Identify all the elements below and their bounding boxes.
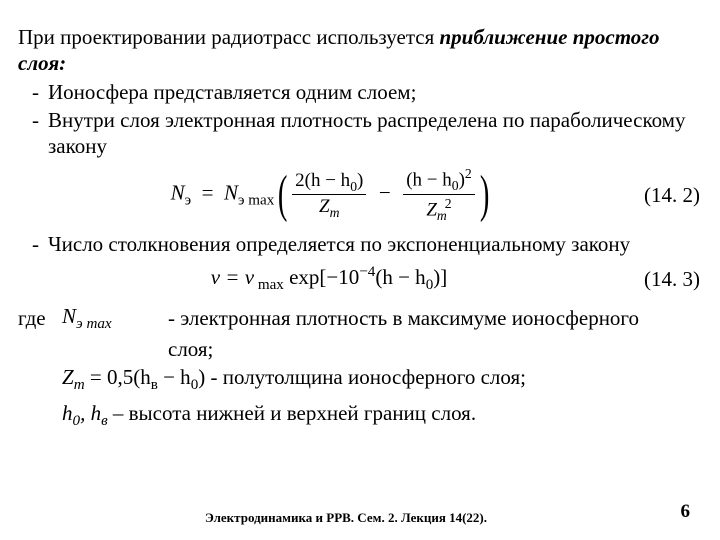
eq-sub: в (151, 378, 158, 394)
intro-lead: При проектировании радиотрасс использует… (18, 25, 440, 49)
eq-text: − h (158, 365, 191, 389)
where-line: Zm = 0,5(hв − h0) - полутолщина ионосфер… (62, 364, 702, 395)
where-symbol: Nэ max (62, 303, 168, 334)
eq-sub: 0 (452, 178, 459, 193)
where-text: - полутолщина ионосферного слоя; (205, 365, 526, 389)
bullet-text: Ионосфера представляется одним слоем; (48, 80, 416, 104)
where-text-cont: слоя; (18, 336, 702, 362)
intro-paragraph: При проектировании радиотрасс использует… (18, 24, 702, 77)
list-item: Ионосфера представляется одним слоем; (32, 79, 702, 105)
where-row-2: Zm = 0,5(hв − h0) - полутолщина ионосфер… (18, 364, 702, 395)
frac-num: (h − h (406, 170, 452, 191)
eq-sym: Z (62, 365, 74, 389)
frac-num: 2(h − h (295, 170, 350, 191)
eq-sub: m (74, 378, 85, 394)
paren-right: ) (480, 169, 490, 221)
eq-text: )] (433, 265, 447, 289)
bullet-text: Число столкновения определяется по экспо… (48, 232, 630, 256)
eq-sub: 0 (350, 178, 357, 193)
equation-body: ν = ν max exp[−10−4(h − h0)] (18, 263, 640, 295)
eq-sub: max (254, 277, 284, 293)
bullet-list-top: Ионосфера представляется одним слоем; Вн… (18, 79, 702, 160)
eq-sub: 0 (73, 413, 81, 429)
eq-sym: N (224, 181, 238, 205)
where-row-1: где Nэ max - электронная плотность в мак… (18, 303, 702, 334)
where-text: – высота нижней и верхней границ слоя. (108, 401, 476, 425)
eq-sup: −4 (359, 264, 375, 280)
equation-number: (14. 2) (640, 182, 702, 208)
eq-sup: 2 (445, 196, 452, 211)
frac-num: ) (357, 170, 363, 191)
eq-sym: , h (80, 401, 101, 425)
paren-left: ( (277, 169, 287, 221)
eq-sub: m (330, 205, 340, 220)
eq-sup: 2 (465, 166, 472, 181)
eq-sym: h (62, 401, 73, 425)
where-label: где (18, 305, 62, 331)
eq-sym: N (171, 181, 185, 205)
eq-sub: э max (76, 316, 112, 332)
footer-text: Электродинамика и РРВ. Сем. 2. Лекция 14… (0, 510, 692, 526)
where-row-3: h0, hв – высота нижней и верхней границ … (18, 400, 702, 431)
equation-body: Nэ = Nэ max ( 2(h − h0) Zm − (h − h0)2 Z… (18, 165, 640, 224)
page-number: 6 (681, 500, 691, 524)
where-block: где Nэ max - электронная плотность в мак… (18, 303, 702, 431)
eq-sym: N (62, 304, 76, 328)
eq-sub: э (185, 193, 192, 209)
fraction-1: 2(h − h0) Zm (292, 169, 366, 222)
equation-number: (14. 3) (640, 266, 702, 292)
fraction-2: (h − h0)2 Zm2 (403, 165, 475, 224)
list-item: Внутри слоя электронная плотность распре… (32, 107, 702, 160)
where-text: - электронная плотность в максимуме ионо… (168, 305, 702, 331)
equation-14-2: Nэ = Nэ max ( 2(h − h0) Zm − (h − h0)2 Z… (18, 165, 702, 224)
bullet-list-mid: Число столкновения определяется по экспо… (18, 231, 702, 257)
eq-text: ν = ν (211, 265, 254, 289)
eq-sub: э max (238, 193, 274, 209)
eq-text: exp[−10 (284, 265, 359, 289)
bullet-text: Внутри слоя электронная плотность распре… (48, 108, 685, 158)
frac-den: Z (426, 200, 437, 221)
eq-text: (h − h (375, 265, 425, 289)
footer: Электродинамика и РРВ. Сем. 2. Лекция 14… (0, 510, 720, 526)
list-item: Число столкновения определяется по экспо… (32, 231, 702, 257)
frac-den: Z (319, 196, 330, 217)
equation-14-3: ν = ν max exp[−10−4(h − h0)] (14. 3) (18, 263, 702, 295)
eq-text: = 0,5(h (85, 365, 151, 389)
